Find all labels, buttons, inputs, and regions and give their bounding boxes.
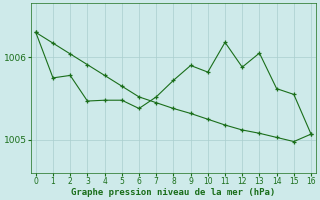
X-axis label: Graphe pression niveau de la mer (hPa): Graphe pression niveau de la mer (hPa): [71, 188, 276, 197]
